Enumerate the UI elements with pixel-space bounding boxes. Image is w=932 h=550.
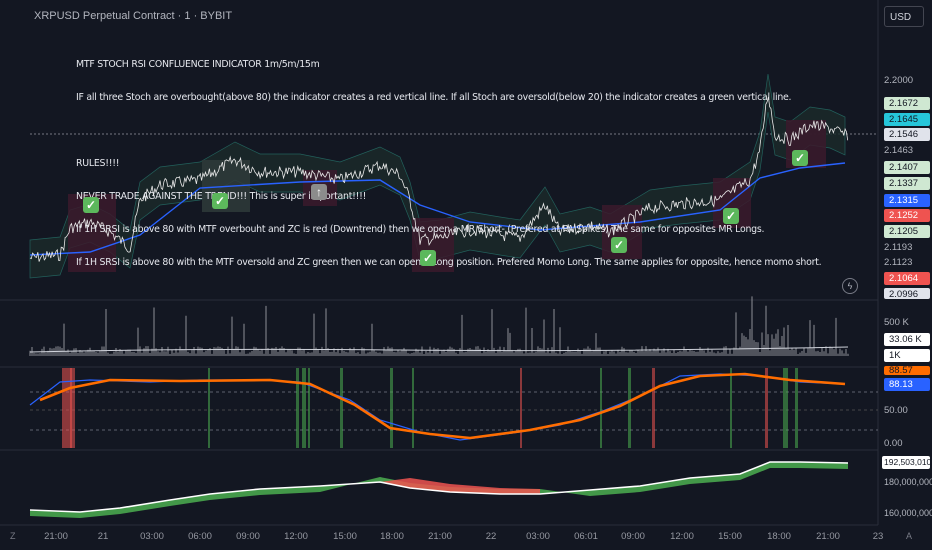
check-icon: ✓ — [792, 150, 808, 166]
confluence-bar — [795, 368, 798, 448]
confluence-bar — [302, 368, 306, 448]
price-tick: 2.2000 — [884, 75, 914, 86]
price-tag: 2.1337 — [884, 177, 930, 190]
confluence-bar — [340, 368, 343, 448]
rsi-tick: 50.00 — [884, 405, 908, 416]
ad-tick: 160,000,000. — [884, 508, 932, 518]
lightning-icon[interactable]: ϟ — [842, 278, 858, 294]
confluence-bar — [730, 368, 732, 448]
confluence-bar — [390, 368, 393, 448]
time-label: 21:00 — [44, 531, 68, 542]
price-tick: 2.1463 — [884, 145, 914, 156]
confluence-bar — [628, 368, 631, 448]
note-line: RULES!!!! — [76, 158, 120, 169]
rsi-tag: 88.57 — [884, 366, 930, 375]
time-label: 03:00 — [526, 531, 550, 542]
auto-scale-corner[interactable]: A — [906, 531, 913, 541]
price-tag: 2.1205 — [884, 225, 930, 238]
confluence-bar — [652, 368, 655, 448]
rsi-tag: 88.13 — [884, 378, 930, 391]
note-line — [76, 125, 821, 136]
price-tag: 2.1252 — [884, 209, 930, 222]
time-label: 21:00 — [816, 531, 840, 542]
price-tag: 2.1672 — [884, 97, 930, 110]
time-label: 09:00 — [236, 531, 260, 542]
confluence-bar — [783, 368, 788, 448]
time-label: 18:00 — [380, 531, 404, 542]
note-line: NEVER TRADE AGAINST THE TREND!!! This is… — [76, 191, 367, 202]
arrow-up-icon: ↑ — [311, 184, 327, 200]
check-icon: ✓ — [420, 250, 436, 266]
time-label: 15:00 — [718, 531, 742, 542]
time-label: 09:00 — [621, 531, 645, 542]
time-label: 21 — [97, 531, 109, 542]
price-tick: 2.1193 — [884, 242, 913, 253]
note-line: MTF STOCH RSI CONFLUENCE INDICATOR 1m/5m… — [76, 59, 320, 70]
timezone-corner[interactable]: Z — [10, 531, 16, 541]
confluence-bar — [600, 368, 602, 448]
volume-tag: 1K — [884, 349, 930, 362]
moving-average-line — [29, 162, 846, 256]
stoch-rsi-d-line — [39, 372, 846, 440]
price-tag: 2.1407 — [884, 161, 930, 174]
check-icon: ✓ — [723, 208, 739, 224]
price-line — [29, 96, 849, 262]
confluence-bar — [208, 368, 210, 448]
note-line: IF all three Stoch are overbought(above … — [76, 92, 792, 103]
confluence-bar — [765, 368, 768, 448]
distribution-fill — [380, 478, 540, 494]
time-label: 12:00 — [284, 531, 308, 542]
volume-average-line — [29, 346, 849, 353]
currency-button[interactable]: USD — [884, 6, 924, 27]
confluence-bar — [520, 368, 522, 448]
confluence-bar — [296, 368, 299, 448]
note-line: If 1H SRSI is above 80 with MTF overbouh… — [76, 224, 765, 235]
check-icon: ✓ — [83, 197, 99, 213]
rsi-tick: 0.00 — [884, 438, 903, 449]
confluence-bar — [412, 368, 414, 448]
check-icon: ✓ — [212, 193, 228, 209]
confluence-bar — [62, 368, 72, 448]
check-icon: ✓ — [611, 237, 627, 253]
price-tag: 2.1546 — [884, 128, 930, 141]
price-tag: 2.1064 — [884, 272, 930, 285]
time-label: 23 — [872, 531, 884, 542]
price-tag: 2.1645 — [884, 113, 930, 126]
time-label: 06:01 — [574, 531, 598, 542]
time-label: 12:00 — [670, 531, 694, 542]
price-tick: 2.1123 — [884, 257, 913, 268]
confluence-bar — [70, 368, 75, 448]
time-label: 15:00 — [333, 531, 357, 542]
time-label: 03:00 — [140, 531, 164, 542]
time-label: 22 — [485, 531, 497, 542]
accumulation-line — [29, 461, 849, 513]
price-tag: 2.0996 — [884, 288, 930, 299]
note-line: If 1H SRSI is above 80 with the MTF over… — [76, 257, 822, 268]
ad-tag: 192,503,010.0106 — [882, 456, 932, 469]
chart-notes: MTF STOCH RSI CONFLUENCE INDICATOR 1m/5m… — [76, 37, 822, 279]
price-tag: 2.1315 — [884, 194, 930, 207]
volume-tag: 33.06 K — [884, 333, 930, 346]
volume-tick: 500 K — [884, 317, 909, 328]
symbol-title: XRPUSD Perpetual Contract · 1 · BYBIT — [34, 10, 233, 22]
time-label: 06:00 — [188, 531, 212, 542]
confluence-bar — [308, 368, 310, 448]
time-label: 18:00 — [767, 531, 791, 542]
time-label: 21:00 — [428, 531, 452, 542]
ad-tick: 180,000,000. — [884, 477, 932, 487]
